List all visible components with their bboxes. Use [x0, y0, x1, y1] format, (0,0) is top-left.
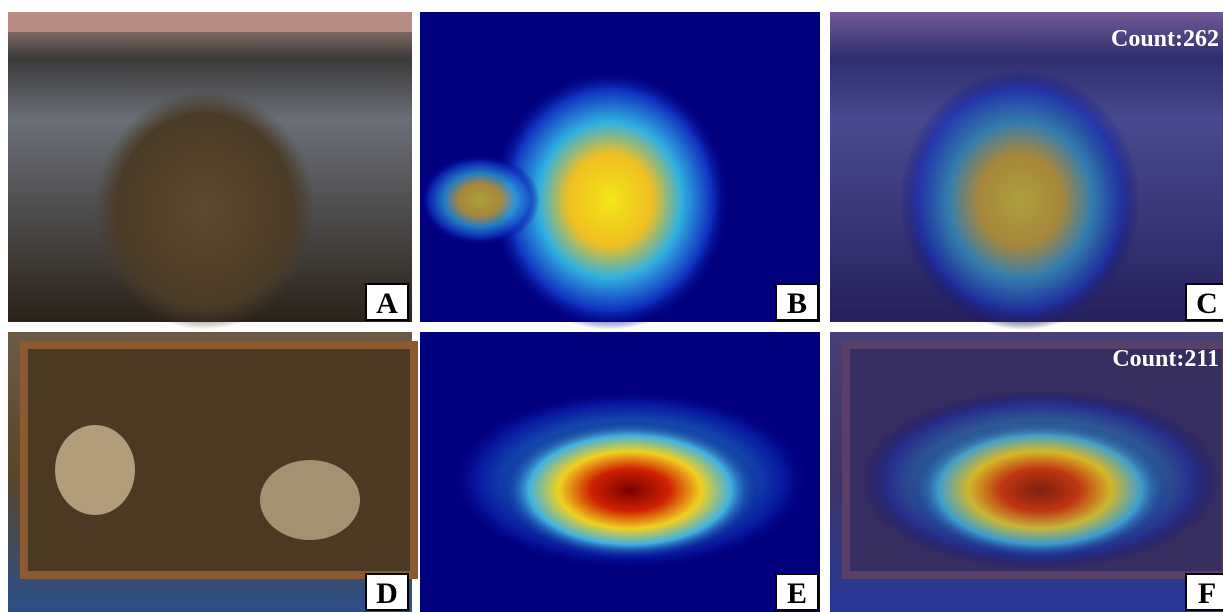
count-text: Count:211 — [1112, 346, 1219, 372]
panel-label: A — [376, 287, 398, 320]
bee-cluster — [95, 90, 315, 330]
bricks — [8, 12, 412, 32]
comb — [55, 425, 135, 515]
panel-label: E — [787, 577, 807, 610]
panel-label: D — [376, 577, 398, 610]
comb — [260, 460, 360, 540]
heatmap-blob — [910, 420, 1170, 560]
panel-e: E — [420, 332, 820, 612]
panel-b: B — [420, 12, 820, 330]
panel-label: C — [1196, 287, 1218, 320]
panel-label: F — [1198, 577, 1216, 610]
heatmap-blob — [900, 70, 1140, 330]
panel-a: A — [8, 12, 412, 330]
panel-d: D — [8, 332, 414, 612]
count-text: Count:262 — [1111, 26, 1219, 52]
page: A B Count:262 C D E — [0, 0, 1223, 612]
figure: A B Count:262 C D E — [0, 0, 1223, 612]
heatmap-blob — [500, 420, 760, 560]
panel-f: Count:211 F — [830, 332, 1223, 612]
heatmap-blob — [420, 155, 540, 245]
panel-label: B — [787, 287, 807, 320]
panel-c: Count:262 C — [830, 12, 1223, 330]
